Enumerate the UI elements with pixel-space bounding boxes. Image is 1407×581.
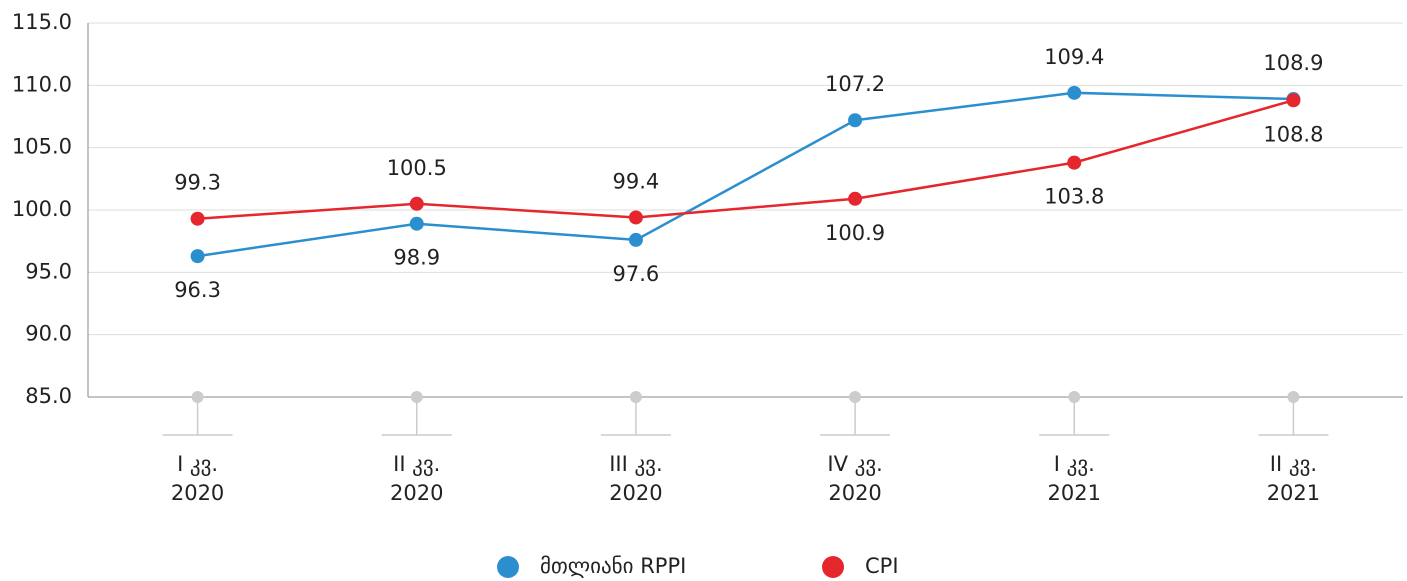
data-label: 99.4 bbox=[613, 169, 660, 193]
y-tick-label: 85.0 bbox=[25, 384, 72, 408]
data-label: 107.2 bbox=[825, 72, 885, 96]
legend-marker bbox=[822, 556, 844, 578]
category-dot bbox=[629, 391, 642, 403]
x-tick-label: 2020 bbox=[609, 481, 662, 505]
category-dot bbox=[1068, 391, 1081, 403]
x-tick-label: 2020 bbox=[171, 481, 224, 505]
data-point bbox=[848, 191, 863, 206]
series-line bbox=[197, 91, 1294, 258]
category-dot bbox=[191, 391, 204, 403]
x-tick-label: I კვ. bbox=[177, 452, 218, 476]
y-tick-label: 110.0 bbox=[12, 72, 72, 96]
x-tick-label: IV კვ. bbox=[827, 452, 882, 476]
y-tick-label: 115.0 bbox=[12, 10, 72, 34]
x-tick-label: 2020 bbox=[828, 481, 881, 505]
data-point bbox=[848, 113, 863, 128]
legend-label: მთლიანი RPPI bbox=[540, 554, 686, 578]
x-tick-label: II კვ. bbox=[393, 452, 440, 476]
series-line bbox=[197, 99, 1294, 220]
data-point bbox=[628, 232, 643, 247]
legend-marker bbox=[497, 556, 519, 578]
data-point bbox=[628, 210, 643, 225]
x-tick-label: 2020 bbox=[390, 481, 443, 505]
category-dot bbox=[410, 391, 423, 403]
data-label: 103.8 bbox=[1044, 185, 1104, 209]
data-label: 98.9 bbox=[393, 246, 440, 270]
y-tick-label: 100.0 bbox=[12, 197, 72, 221]
x-tick-label: I კვ. bbox=[1054, 452, 1095, 476]
data-label: 109.4 bbox=[1044, 45, 1104, 69]
x-tick-label: 2021 bbox=[1048, 481, 1101, 505]
data-point bbox=[1286, 93, 1301, 108]
data-point bbox=[409, 216, 424, 231]
data-label: 99.3 bbox=[174, 171, 221, 195]
x-tick-label: 2021 bbox=[1267, 481, 1320, 505]
data-label: 100.9 bbox=[825, 221, 885, 245]
category-dot bbox=[1287, 391, 1300, 403]
y-tick-label: 105.0 bbox=[12, 135, 72, 159]
legend-label: CPI bbox=[865, 554, 899, 578]
data-label: 108.9 bbox=[1263, 51, 1323, 75]
data-point bbox=[190, 249, 205, 264]
data-point bbox=[409, 196, 424, 211]
y-tick-label: 95.0 bbox=[25, 259, 72, 283]
x-tick-label: II კვ. bbox=[1270, 452, 1317, 476]
category-dot bbox=[849, 391, 862, 403]
data-point bbox=[1067, 85, 1082, 100]
x-tick-label: III კვ. bbox=[609, 452, 662, 476]
data-label: 108.8 bbox=[1263, 122, 1323, 146]
data-point bbox=[190, 211, 205, 226]
y-tick-label: 90.0 bbox=[25, 322, 72, 346]
data-label: 97.6 bbox=[613, 262, 660, 286]
data-label: 100.5 bbox=[387, 156, 447, 180]
data-label: 96.3 bbox=[174, 278, 221, 302]
data-point bbox=[1067, 155, 1082, 170]
